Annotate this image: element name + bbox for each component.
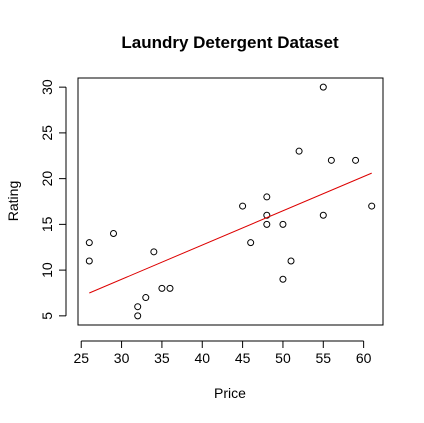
data-point [247,239,255,247]
fit-line-layer [89,172,372,294]
x-tick-label: 40 [194,350,210,366]
x-tick-label: 25 [73,350,89,366]
data-point [319,211,327,219]
x-tick-label: 45 [235,350,251,366]
x-axis-label: Price [214,385,246,401]
x-axis: 25 30 35 40 45 50 55 60 [73,340,372,366]
data-point [319,83,327,91]
regression-line [89,172,372,294]
plot-area-frame [77,77,384,326]
points-layer [85,83,376,320]
x-tick-label: 55 [316,350,332,366]
data-point [352,156,360,164]
data-point [142,294,150,302]
data-point [150,248,158,256]
data-point [287,257,295,265]
data-point [158,284,166,292]
y-tick-label: 25 [39,125,55,141]
data-point [85,257,93,265]
data-point [327,156,335,164]
y-tick-label: 10 [39,262,55,278]
data-point [239,202,247,210]
x-tick-label: 60 [356,350,372,366]
data-point [279,220,287,228]
data-point [263,211,271,219]
x-tick-label: 35 [154,350,170,366]
y-tick-label: 20 [39,171,55,187]
x-tick-label: 50 [275,350,291,366]
data-point [134,312,142,320]
y-tick-label: 5 [39,312,55,320]
data-point [368,202,376,210]
y-tick-label: 15 [39,216,55,232]
data-point [263,193,271,201]
data-point [166,284,174,292]
data-point [110,230,118,238]
y-tick-label: 30 [39,79,55,95]
data-point [263,220,271,228]
data-point [295,147,303,155]
data-point [85,239,93,247]
data-point [279,275,287,283]
data-point [134,303,142,311]
y-axis: 5 10 15 20 25 30 [39,79,67,320]
y-axis-label: Rating [5,181,21,221]
chart-title: Laundry Detergent Dataset [121,33,339,52]
x-tick-label: 30 [114,350,130,366]
